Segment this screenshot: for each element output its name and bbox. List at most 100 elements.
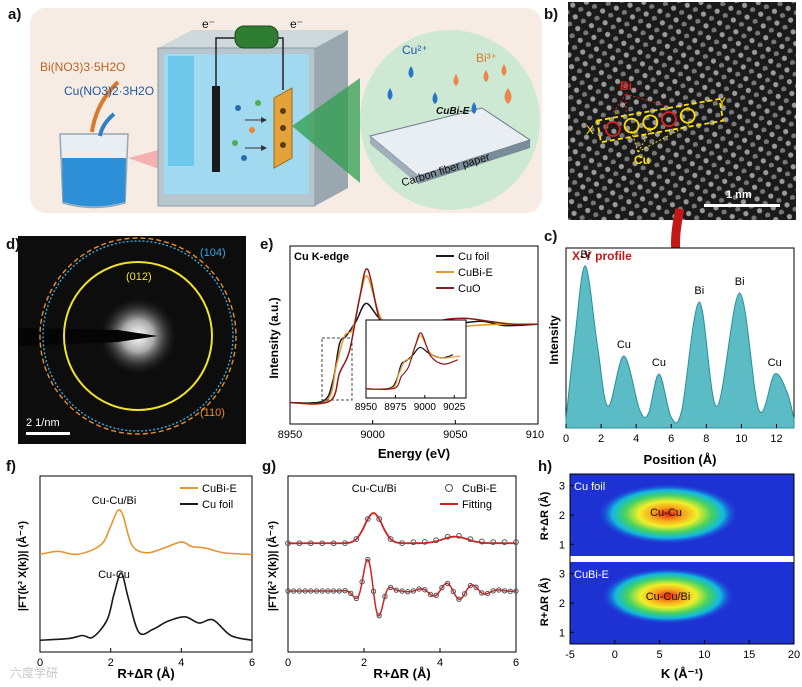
g-fit-magnitude: [288, 512, 517, 545]
g-data-point: [387, 536, 394, 542]
g-data-point: [399, 588, 405, 594]
g-data-point: [427, 591, 434, 598]
panel-b-label: b): [544, 6, 559, 23]
h-xtick-label: 15: [743, 649, 755, 661]
g-legend-label: Fitting: [462, 499, 492, 511]
g-data-point: [444, 580, 451, 587]
chart-f: CuBi-E Cu foil Cu-Cu/Bi Cu-Cu 0 2 4 6 R+ΔR (…: [16, 475, 255, 681]
panel-d-label: d): [6, 236, 21, 253]
h-xtick-label: 20: [788, 649, 800, 661]
e-xlabel: Energy (eV): [378, 446, 450, 461]
h-ytick-label: 2: [559, 598, 565, 610]
e-legend-label: CuBi-E: [458, 267, 493, 279]
g-data-point: [416, 586, 422, 592]
h-ytick-label: 3: [559, 569, 565, 581]
bi-ion-label: Bi³⁺: [476, 51, 497, 65]
h-xlabel: K (Å⁻¹): [661, 666, 703, 681]
c-xtick-label: 8: [703, 433, 709, 445]
c-xtick-label: 10: [735, 433, 747, 445]
chart-c: 0 2 4 6 8 10 12 X-Y profile Bi Cu Cu Bi Bi Cu Posit…: [547, 247, 795, 467]
h-xtick-label: -5: [565, 649, 575, 661]
g-data-point: [330, 540, 337, 547]
y-tag: Y: [718, 95, 726, 109]
f-xtick-label: 0: [37, 657, 43, 669]
g-data-point: [387, 584, 394, 591]
sample-label: CuBi-E: [436, 106, 470, 117]
d-label-104: (104): [200, 247, 226, 259]
g-data-point: [507, 588, 514, 594]
g-ylabel: |FT(k³ X(k))| (Å⁻⁴): [266, 521, 279, 611]
f-xtick-label: 4: [178, 657, 184, 669]
panel-g-label: g): [262, 458, 277, 475]
g-data-point: [467, 582, 474, 589]
e-inset-tick-label: 9000: [414, 402, 437, 413]
g-data-point: [473, 584, 479, 590]
f-ylabel: |FT(k³ X(k))| (Å⁻⁴): [16, 521, 29, 611]
f-legend-label: Cu foil: [202, 499, 233, 511]
e-xtick-label: 8950: [278, 429, 302, 441]
g-data-point: [319, 540, 326, 547]
f-xtick-label: 6: [249, 657, 255, 669]
c-xtick-label: 12: [770, 433, 782, 445]
c-title: X-Y profile: [572, 249, 632, 263]
f-legend-label: CuBi-E: [202, 483, 237, 495]
panel-a-label: a): [8, 6, 22, 23]
e-xtick-label: 9000: [360, 429, 384, 441]
g-data-point: [291, 588, 297, 594]
g-data-point: [382, 593, 388, 600]
e-inset-tick-label: 8950: [355, 402, 378, 413]
e-ylabel: Intensity (a.u.): [267, 297, 281, 378]
beam-stopper: [18, 328, 158, 346]
ion-droplets: [387, 64, 512, 114]
h-xtick-label: 0: [612, 649, 618, 661]
g-data-point: [484, 590, 491, 597]
g-data-point: [359, 579, 365, 585]
g-data-point: [467, 536, 474, 543]
h-xtick-label: 10: [698, 649, 710, 661]
h-hotspot-bottom: [602, 568, 734, 624]
e-inset-tick-label: 9025: [443, 402, 466, 413]
cu-precursor-arrow-icon: [98, 112, 116, 137]
g-xtick-label: 2: [361, 657, 367, 669]
e-xtick-label: 9100: [526, 429, 544, 441]
cell-window: [168, 56, 194, 166]
c-peak-label: Cu: [617, 339, 631, 351]
x-tag: X: [586, 123, 594, 137]
beaker-solution: [62, 158, 126, 207]
f-ann-top: Cu-Cu/Bi: [92, 495, 137, 507]
h-ann-top: Cu-Cu: [650, 507, 682, 519]
g-data-point: [308, 588, 314, 594]
g-data-point: [433, 592, 439, 598]
e-inset-line: [365, 332, 459, 390]
f-xtick-label: 2: [108, 657, 114, 669]
f-series-line: [39, 509, 253, 556]
g-legend-swatch: [445, 484, 453, 492]
g-data-point: [342, 588, 348, 594]
chart-h: Cu foil Cu-Cu CuBi-E Cu-Cu/Bi 1 2 3 1 2 3 -5 0…: [538, 473, 800, 681]
h-ann-bottom: Cu-Cu/Bi: [646, 591, 691, 603]
cu-precursor-label: Cu(NO3)2·3H2O: [64, 84, 155, 98]
panel-f-label: f): [6, 458, 16, 475]
bi-tag: Bi: [620, 79, 632, 93]
g-data-point: [353, 536, 360, 542]
g-data-point: [496, 587, 502, 593]
bi-precursor-label: Bi(NO3)3·5H2O: [40, 60, 126, 74]
cu-tag: Cu: [634, 153, 650, 167]
e-zoom-box: [321, 337, 353, 401]
counter-electrode: [212, 86, 220, 172]
g-data-point: [478, 538, 485, 545]
e-legend-label: CuO: [458, 283, 481, 295]
g-data-point: [330, 588, 337, 594]
h-ylabel-top: R+ΔR (Å): [538, 491, 551, 540]
g-data-point: [456, 596, 462, 602]
g-data-point: [399, 540, 405, 547]
h-ytick-label: 2: [559, 510, 565, 522]
h-xtick-label: 5: [657, 649, 663, 661]
g-xlabel: R+ΔR (Å): [373, 666, 430, 681]
g-data-point: [444, 533, 451, 540]
g-data-point: [410, 539, 417, 546]
b-scale-text: 1 nm: [726, 189, 752, 201]
cu-ion-label: Cu²⁺: [402, 43, 428, 57]
g-data-point: [456, 532, 462, 539]
g-data-point: [313, 588, 320, 594]
